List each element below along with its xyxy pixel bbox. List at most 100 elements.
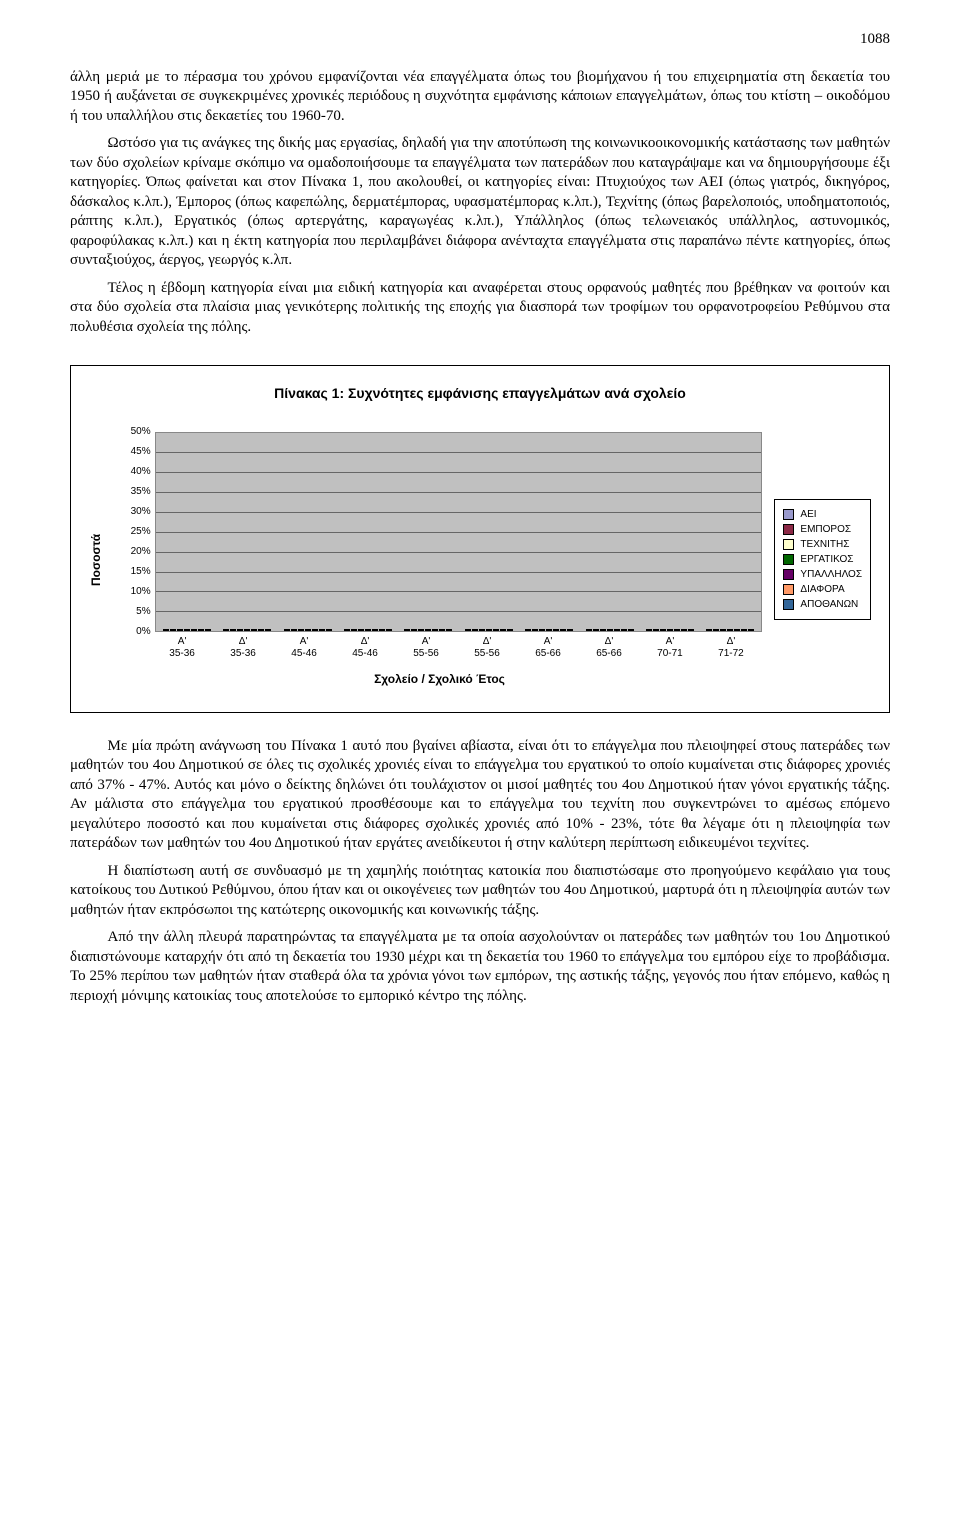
chart-bar — [553, 629, 559, 631]
chart-bar — [379, 629, 385, 631]
chart-y-ticks: 0%5%10%15%20%25%30%35%40%45%50% — [117, 432, 155, 632]
chart-bar — [170, 629, 176, 631]
chart-bar — [472, 629, 478, 631]
legend-label: ΤΕΧΝΙΤΗΣ — [800, 538, 849, 551]
chart-bar — [720, 629, 726, 631]
body-paragraph-5: Η διαπίστωση αυτή σε συνδυασμό με τη χαμ… — [70, 862, 890, 921]
chart-bar — [284, 629, 290, 631]
legend-label: ΔΙΑΦΟΡΑ — [800, 583, 844, 596]
chart-bar — [312, 629, 318, 631]
legend-item: ΤΕΧΝΙΤΗΣ — [783, 538, 862, 551]
legend-swatch — [783, 569, 794, 580]
chart-bar — [653, 629, 659, 631]
chart-bar-group — [582, 629, 636, 631]
chart-bar — [365, 629, 371, 631]
chart-bar — [425, 629, 431, 631]
chart-title: Πίνακας 1: Συχνότητες εμφάνισης επαγγελμ… — [89, 384, 871, 402]
legend-swatch — [783, 554, 794, 565]
chart-bar — [230, 629, 236, 631]
chart-bar — [237, 629, 243, 631]
legend-item: ΔΙΑΦΟΡΑ — [783, 583, 862, 596]
chart-bar — [258, 629, 264, 631]
chart-bar — [600, 629, 606, 631]
chart-y-axis-label: Ποσοστά — [89, 460, 105, 660]
legend-label: ΑΕΙ — [800, 508, 816, 521]
body-paragraph-2: Ωστόσο για τις ανάγκες της δικής μας εργ… — [70, 134, 890, 271]
chart-bar — [748, 629, 754, 631]
legend-swatch — [783, 509, 794, 520]
legend-swatch — [783, 599, 794, 610]
x-tick-label: Α'70-71 — [642, 636, 697, 660]
chart-bar — [727, 629, 733, 631]
chart-bar — [326, 629, 332, 631]
chart-bar — [567, 629, 573, 631]
chart-bar — [586, 629, 592, 631]
chart-bar-group — [220, 629, 274, 631]
legend-swatch — [783, 524, 794, 535]
chart-bar-group — [280, 629, 334, 631]
chart-bar — [344, 629, 350, 631]
x-tick-label: Α'35-36 — [155, 636, 210, 660]
x-tick-label: Δ'71-72 — [703, 636, 758, 660]
x-tick-label: Α'65-66 — [521, 636, 576, 660]
legend-label: ΑΠΟΘΑΝΩΝ — [800, 598, 858, 611]
chart-plot-area — [155, 432, 763, 632]
chart-bar — [298, 629, 304, 631]
legend-label: ΥΠΑΛΛΗΛΟΣ — [800, 568, 862, 581]
chart-x-labels: Α'35-36Δ'35-36Α'45-46Δ'45-46Α'55-56Δ'55-… — [151, 632, 763, 660]
chart-bar — [351, 629, 357, 631]
legend-item: ΥΠΑΛΛΗΛΟΣ — [783, 568, 862, 581]
body-paragraph-3: Τέλος η έβδομη κατηγορία είναι μια ειδικ… — [70, 279, 890, 338]
chart-bar — [546, 629, 552, 631]
x-tick-label: Α'55-56 — [399, 636, 454, 660]
chart-bar — [525, 629, 531, 631]
legend-item: ΕΜΠΟΡΟΣ — [783, 523, 862, 536]
x-tick-label: Δ'45-46 — [338, 636, 393, 660]
body-paragraph-1: άλλη μεριά με το πέρασμα του χρόνου εμφα… — [70, 68, 890, 127]
chart-bar — [198, 629, 204, 631]
chart-bar — [432, 629, 438, 631]
chart-bar — [205, 629, 211, 631]
chart-bar — [319, 629, 325, 631]
chart-bar-group — [341, 629, 395, 631]
chart-bar — [621, 629, 627, 631]
chart-bar — [184, 629, 190, 631]
chart-bar-group — [643, 629, 697, 631]
chart-bar — [741, 629, 747, 631]
legend-label: ΕΡΓΑΤΙΚΟΣ — [800, 553, 853, 566]
page-number: 1088 — [70, 30, 890, 50]
chart-bar — [734, 629, 740, 631]
chart-bar — [191, 629, 197, 631]
chart-bar — [386, 629, 392, 631]
chart-bar-group — [401, 629, 455, 631]
chart-bar — [479, 629, 485, 631]
chart-bar — [305, 629, 311, 631]
legend-swatch — [783, 584, 794, 595]
chart-bar — [265, 629, 271, 631]
chart-bar — [507, 629, 513, 631]
chart-legend: ΑΕΙ ΕΜΠΟΡΟΣ ΤΕΧΝΙΤΗΣ ΕΡΓΑΤΙΚΟΣ ΥΠΑΛΛΗΛΟΣ ΔΙΑΦ… — [774, 499, 871, 620]
chart-bar — [251, 629, 257, 631]
chart-bar — [372, 629, 378, 631]
chart-bar — [674, 629, 680, 631]
chart-bar — [681, 629, 687, 631]
chart-bar — [532, 629, 538, 631]
chart-bar — [539, 629, 545, 631]
chart-bar-group — [462, 629, 516, 631]
chart-bar — [446, 629, 452, 631]
legend-item: ΕΡΓΑΤΙΚΟΣ — [783, 553, 862, 566]
legend-item: ΑΕΙ — [783, 508, 862, 521]
chart-bar — [593, 629, 599, 631]
x-tick-label: Δ'55-56 — [460, 636, 515, 660]
x-tick-label: Α'45-46 — [277, 636, 332, 660]
chart-bar — [404, 629, 410, 631]
chart-bar — [614, 629, 620, 631]
chart-bar — [291, 629, 297, 631]
chart-bar — [560, 629, 566, 631]
chart-bar-group — [522, 629, 576, 631]
chart-bar — [418, 629, 424, 631]
chart-container: Πίνακας 1: Συχνότητες εμφάνισης επαγγελμ… — [70, 365, 890, 713]
chart-bar — [628, 629, 634, 631]
body-paragraph-6: Από την άλλη πλευρά παρατηρώντας τα επαγ… — [70, 928, 890, 1006]
chart-bar — [465, 629, 471, 631]
